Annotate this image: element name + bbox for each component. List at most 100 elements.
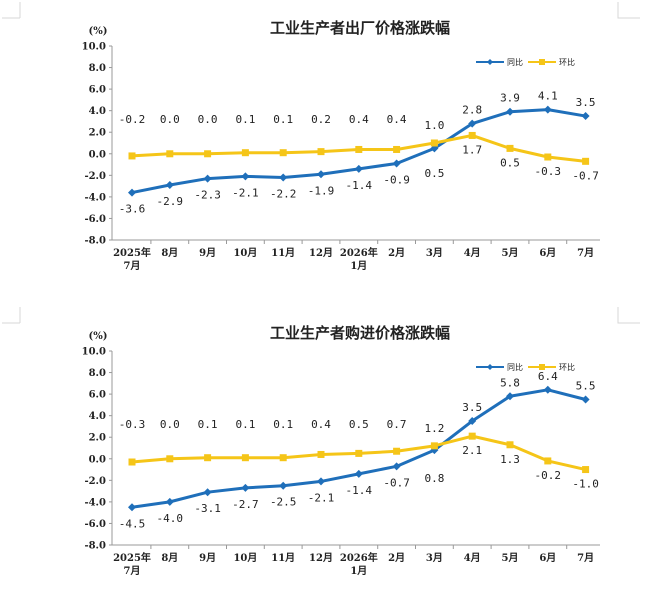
mom-point [468,432,476,440]
y-tick-label: 10.0 [82,347,106,358]
y-tick-label: 8.0 [89,63,106,74]
yoy-point [468,119,477,128]
y-tick-label: -6.0 [84,519,106,530]
yoy-point [317,170,325,179]
y-tick-label: 2.0 [89,128,106,139]
y-tick-label: 6.0 [89,85,106,96]
mom-point [582,157,590,165]
y-tick-label: -8.0 [84,236,106,247]
yoy-data-label: -2.1 [232,186,259,199]
mom-data-label: 0.4 [349,113,369,126]
mom-data-label: 1.2 [424,422,444,435]
y-tick-label: 4.0 [89,106,106,117]
yoy-data-label: 0.5 [424,167,444,180]
yoy-data-label: 5.8 [500,376,520,389]
mom-point [582,466,590,474]
mom-data-label: 0.4 [311,418,331,431]
yoy-data-label: -3.1 [194,502,221,515]
mom-point [128,152,136,160]
y-tick-label: -4.0 [84,192,106,203]
x-tick-label: 8月 [161,552,178,564]
yoy-data-label: 4.1 [538,90,558,103]
mom-point [279,454,287,462]
mom-data-label: 0.5 [500,156,520,169]
y-tick-label: 8.0 [89,368,106,379]
yoy-point [317,477,325,486]
yoy-data-label: 3.5 [462,401,482,414]
yoy-data-label: -2.5 [270,496,297,509]
mom-point [506,144,514,152]
mom-point [506,441,514,449]
yoy-point [468,417,477,426]
y-tick-label: -2.0 [84,171,106,182]
ppi-output-chart: 工业生产者出厂价格涨跌幅 (%) 10.0 8.0 6.0 4.0 2.0 0.0 -2.0 -4… [2,2,640,272]
yoy-data-label: 6.4 [538,370,558,383]
y-tick-label: -6.0 [84,214,106,225]
mom-data-label: -0.3 [119,418,146,431]
mom-data-label: 0.1 [273,418,293,431]
x-tick-label: 1月 [350,260,367,272]
mom-data-label: -1.0 [572,478,599,491]
mom-point [317,148,325,156]
yoy-point [354,164,363,173]
yoy-data-label: -0.9 [383,173,410,186]
mom-data-label: 0.5 [349,418,369,431]
mom-point [355,449,363,457]
legend-mom-marker [539,364,545,370]
legend-yoy-marker [487,59,493,65]
yoy-point [128,503,136,512]
x-tick-label: 3月 [426,247,443,259]
x-tick-label: 10月 [233,247,257,259]
yoy-point [392,462,401,471]
x-tick-label: 2025年 [113,246,151,259]
y-tick-label: -8.0 [84,541,106,552]
x-tick-label: 12月 [309,552,333,564]
yoy-data-label: -2.2 [270,187,297,200]
mom-data-label: 1.7 [462,143,482,156]
yoy-data-label: -2.1 [308,491,335,504]
yoy-point [506,107,514,116]
legend-mom-label: 环比 [559,362,575,372]
chart-title: 工业生产者出厂价格涨跌幅 [270,19,450,37]
ppi-input-chart: 工业生产者购进价格涨跌幅 (%) 10.0 8.0 6.0 4.0 2.0 0.0 -2.0 -4… [2,307,640,577]
mom-data-label: 0.0 [160,113,180,126]
yoy-point [165,497,174,506]
yoy-data-label: -0.7 [383,476,410,489]
mom-point [166,150,174,158]
mom-point [241,149,249,157]
yoy-point [392,159,401,168]
corner-mark-right [617,2,640,19]
x-tick-label: 2026年 [340,551,378,564]
legend-yoy-label: 同比 [507,362,523,372]
yoy-data-label: 3.9 [500,92,520,105]
mom-point [166,455,174,463]
yoy-point [241,172,250,181]
x-tick-label: 2月 [388,552,405,564]
x-tick-label: 11月 [271,552,295,564]
mom-point [128,458,136,466]
yoy-point [128,188,136,197]
mom-data-label: 0.0 [160,418,180,431]
yoy-data-label: -2.3 [194,189,221,202]
yoy-point [279,481,288,490]
y-unit-label: (%) [89,331,108,342]
legend-yoy-marker [487,364,493,370]
x-tick-label: 5月 [502,247,519,259]
x-tick-label: 1月 [350,565,367,577]
legend-mom-marker [539,59,545,65]
legend-yoy-label: 同比 [507,57,523,67]
mom-point [355,145,363,153]
x-tick-label: 2月 [388,247,405,259]
chart-title: 工业生产者购进价格涨跌幅 [270,324,450,342]
yoy-point [543,385,552,394]
yoy-data-label: -2.7 [232,498,259,511]
y-tick-label: -4.0 [84,497,106,508]
mom-point [430,139,438,147]
mom-data-label: -0.2 [119,113,146,126]
mom-data-label: 0.2 [311,113,331,126]
x-tick-label: 2026年 [340,246,378,259]
mom-data-label: -0.2 [535,469,562,482]
x-tick-label: 7月 [124,565,141,577]
x-tick-label: 5月 [502,552,519,564]
yoy-data-label: 2.8 [462,104,482,117]
